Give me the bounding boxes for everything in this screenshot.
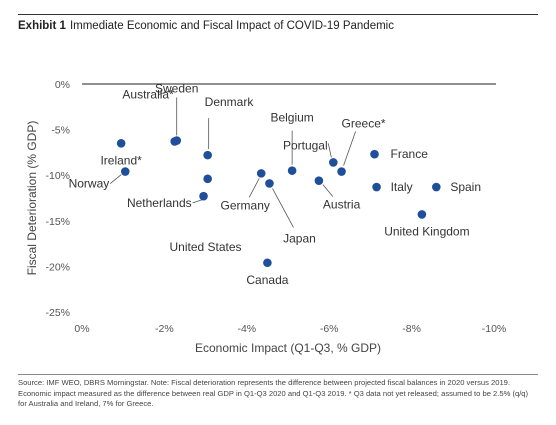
point-label: Italy [391,180,413,194]
point-label: Australia* [122,88,174,102]
point-label: Germany [221,198,270,212]
data-point-netherlands [203,174,212,184]
y-tick-label: 0% [55,79,70,91]
point-label: Norway [69,177,110,191]
point-label: Greece* [342,117,386,131]
label-leader-line [272,188,294,228]
data-point-ireland [116,138,126,148]
data-point-sweden [170,137,179,146]
label-leader-line [343,131,356,166]
label-leader-line [110,174,122,184]
y-tick-label: -10% [45,170,70,182]
point-label: Canada [246,273,288,287]
y-tick-label: -20% [45,261,70,273]
x-tick-label: -10% [482,323,507,335]
point-label: Sweden [155,81,198,95]
label-leader-line [158,90,171,95]
data-point-denmark [203,150,212,160]
point-label: France [391,147,429,161]
label-leader-line [248,178,260,198]
point-label: Japan [283,231,316,245]
data-point-spain [432,182,441,192]
point-label: United States [170,240,242,254]
x-axis-title: Economic Impact (Q1-Q3, % GDP) [195,341,381,355]
x-tick-label: 0% [74,323,89,335]
y-tick-label: -15% [45,216,70,228]
y-axis-ticks: 0% -5% -10% -15% -20% -25% [45,79,70,319]
data-points [116,136,441,268]
point-labels: Australia*Sweden Denmark Ireland* Norway Net… [69,81,481,286]
point-label: Belgium [270,111,313,125]
data-point-belgium [287,166,297,175]
point-label: Spain [450,180,481,194]
data-point-canada [263,258,272,268]
data-point-united-kingdom [417,210,427,219]
y-axis-title: Fiscal Deterioration (% GDP) [25,121,39,276]
point-label: Netherlands [127,196,192,210]
data-point-italy [372,182,381,192]
data-point-france [370,149,379,159]
y-tick-label: -25% [45,307,70,319]
data-point-greece [337,167,346,176]
data-point-austria [314,176,324,185]
data-point-germany [256,169,266,178]
x-tick-label: -6% [320,323,339,335]
point-label: Portugal [283,138,328,152]
exhibit-title: Exhibit 1 Immediate Economic and Fiscal I… [18,20,394,32]
y-tick-label: -5% [51,125,70,137]
exhibit-label: Exhibit 1 [18,20,66,32]
x-axis-ticks: 0% -2% -4% -6% -8% -10% [74,323,506,335]
x-tick-label: -8% [402,323,421,335]
x-tick-label: -4% [237,323,256,335]
point-label: Austria [323,198,361,212]
top-rule [18,14,538,15]
source-note: Source: IMF WEO, DBRS Morningstar. Note:… [18,378,529,408]
bottom-rule [18,374,538,375]
data-point-norway [120,167,130,176]
label-leader-line [327,143,332,158]
label-leaders [110,90,356,228]
data-point-united-states [199,191,208,201]
point-label: Denmark [205,95,255,109]
data-point-portugal [329,158,338,167]
chart-title: Immediate Economic and Fiscal Impact of … [69,20,394,32]
label-leader-line [322,184,334,197]
data-point-japan [265,179,274,188]
x-tick-label: -2% [155,323,174,335]
point-label: Ireland* [100,153,142,167]
point-label: United Kingdom [384,224,469,238]
